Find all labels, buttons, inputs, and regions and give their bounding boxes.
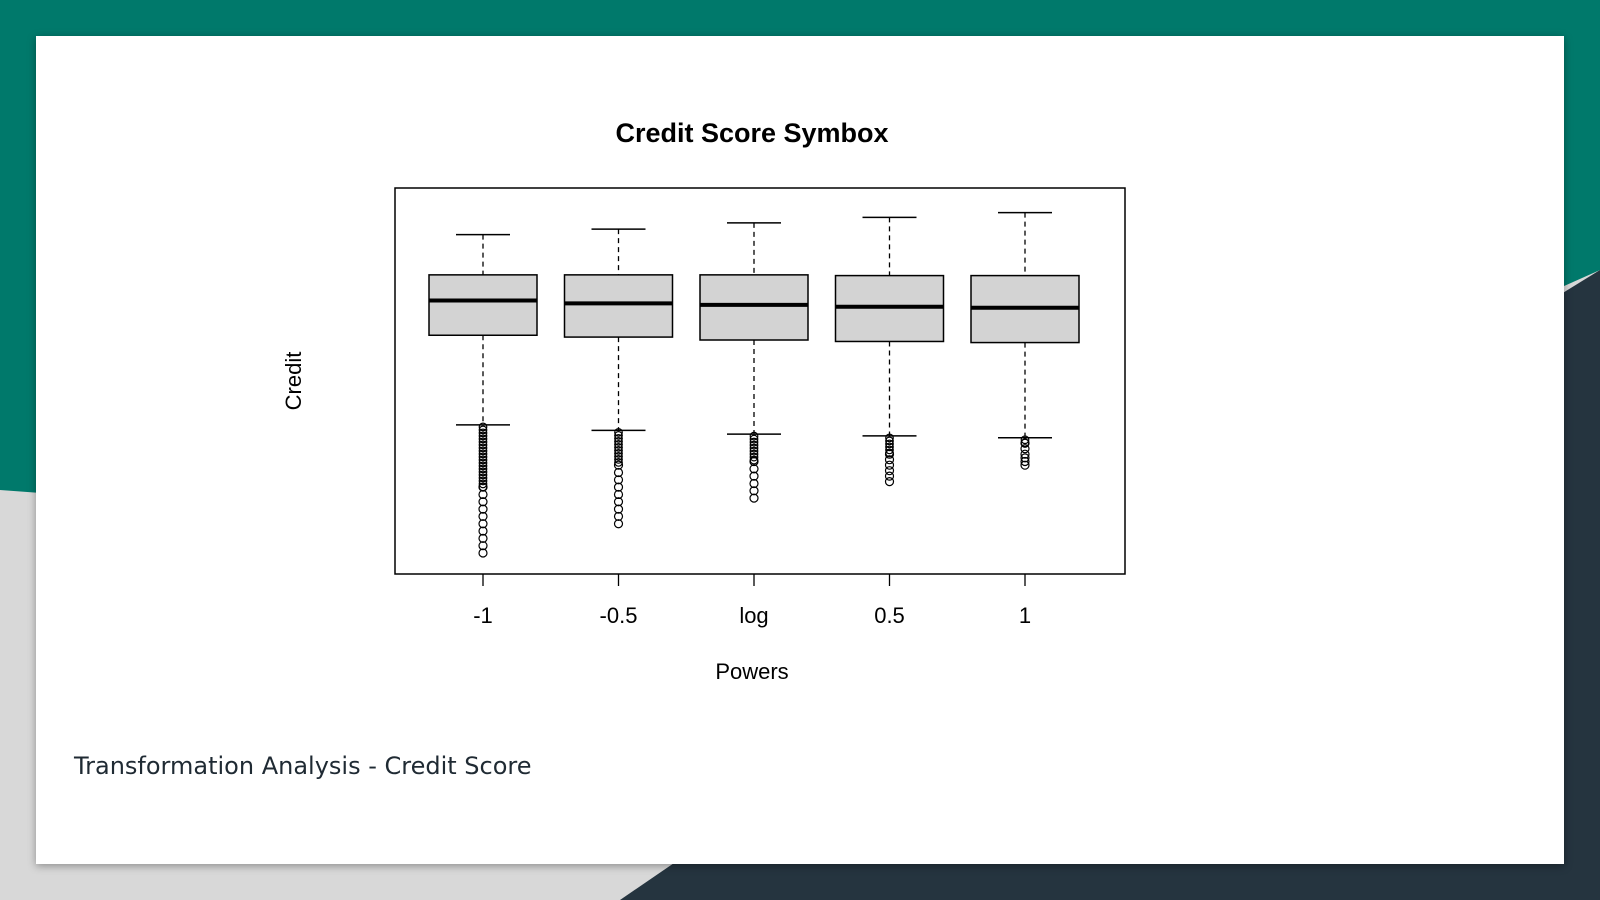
outlier-point [478, 548, 488, 558]
outlier-point [614, 458, 623, 467]
box [699, 274, 809, 341]
outlier-point [478, 455, 488, 465]
outlier-point [1020, 456, 1030, 467]
outlier-point [478, 541, 488, 551]
outlier-point [884, 471, 895, 481]
outlier-point [749, 446, 759, 456]
plot-area-frame [394, 187, 1126, 575]
outlier-point [749, 434, 759, 444]
outlier-point [614, 452, 623, 461]
slide: Credit Score Symbox Powers Credit -1 -0.5… [36, 36, 1564, 864]
outlier-point [1020, 453, 1030, 463]
outlier-point [614, 440, 623, 449]
outlier-point [478, 431, 488, 441]
x-tick-label: log [739, 603, 768, 628]
outlier-point [478, 479, 488, 489]
slide-caption: Transformation Analysis - Credit Score [74, 752, 532, 780]
outlier-point [478, 446, 488, 456]
outlier-point [1020, 444, 1030, 454]
outlier-point [614, 443, 623, 452]
outlier-point [1020, 435, 1030, 445]
outlier-point [478, 533, 488, 543]
outlier-point [1020, 460, 1030, 470]
boxplot-chart: Credit Score Symbox Powers Credit -1 -0.5… [281, 118, 1126, 684]
outlier-point [478, 449, 488, 459]
outlier-point [614, 437, 623, 446]
outlier-point [749, 486, 759, 496]
outlier-point [478, 476, 488, 486]
outlier-point [613, 504, 624, 514]
outlier-point [749, 452, 759, 462]
outlier-point [749, 437, 759, 447]
outlier-point [613, 497, 624, 507]
outlier-point [749, 440, 759, 450]
outlier-point [749, 471, 759, 481]
outlier-point [614, 431, 623, 440]
outlier-point [749, 464, 759, 474]
outlier-point [885, 445, 894, 455]
outlier-point [478, 425, 488, 435]
outlier-point [478, 504, 488, 514]
outlier-point [478, 489, 488, 500]
outlier-point [1020, 449, 1030, 459]
box [563, 274, 674, 338]
outlier-point [478, 482, 488, 492]
outlier-point [749, 431, 759, 441]
outlier-point [614, 449, 623, 458]
outlier-point [749, 493, 759, 503]
outlier-point [478, 428, 488, 438]
outlier-point [884, 449, 895, 459]
outlier-point [478, 461, 488, 471]
x-tick-label: -0.5 [600, 603, 638, 628]
outlier-point [885, 436, 894, 446]
outlier-point [478, 458, 488, 468]
y-axis-label: Credit [281, 352, 306, 411]
outlier-point [884, 460, 895, 470]
outlier-point [478, 464, 488, 474]
outlier-point [885, 433, 894, 443]
outlier-point [478, 437, 488, 447]
outlier-point [478, 526, 488, 536]
outlier-point [478, 434, 488, 444]
outlier-point [478, 467, 488, 477]
outlier-point [614, 434, 623, 443]
outlier-point [613, 519, 624, 529]
outlier-point [478, 497, 488, 507]
outlier-point [614, 455, 623, 464]
outlier-point [478, 422, 488, 432]
outlier-point [1020, 438, 1030, 448]
outlier-point [884, 466, 895, 476]
outlier-point [884, 477, 895, 487]
outlier-point [614, 446, 623, 455]
outlier-point [478, 519, 488, 529]
x-axis-label: Powers [715, 659, 788, 684]
outlier-point [478, 443, 488, 453]
outlier-point [613, 467, 624, 478]
x-tick-label: 0.5 [874, 603, 905, 628]
x-tick-label: -1 [473, 603, 493, 628]
outlier-point [884, 455, 895, 465]
chart-title: Credit Score Symbox [615, 118, 888, 148]
outlier-point [478, 452, 488, 462]
outlier-point [613, 511, 624, 522]
box [428, 274, 538, 336]
outlier-point [614, 428, 623, 437]
x-tick-label: 1 [1019, 603, 1031, 628]
outlier-point [613, 489, 624, 500]
outlier-point [613, 475, 624, 485]
outlier-point [885, 439, 894, 449]
outlier-point [749, 478, 759, 489]
outlier-point [478, 470, 488, 480]
outlier-point [478, 511, 488, 522]
outlier-point [749, 456, 759, 467]
outlier-point [749, 443, 759, 453]
outlier-point [613, 482, 624, 492]
outlier-point [478, 473, 488, 483]
outlier-point [613, 460, 624, 470]
outlier-point [478, 440, 488, 450]
chart-marks: -1 -0.5 log 0.5 1 [428, 211, 1080, 628]
